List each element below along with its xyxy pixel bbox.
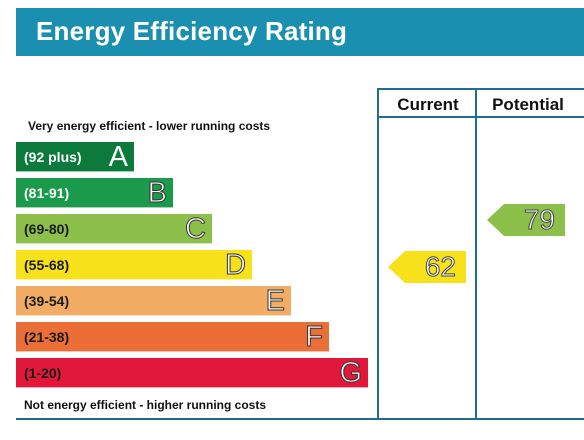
band-c: (69-80) C	[16, 213, 212, 246]
band-f: (21-38) F	[16, 321, 329, 354]
potential-column-header: Potential	[492, 95, 564, 114]
band-g-letter: G	[339, 357, 363, 390]
band-a-range: (92 plus)	[24, 149, 82, 165]
title-bar: Energy Efficiency Rating	[16, 8, 584, 56]
header-top-border	[378, 88, 584, 90]
page-title: Energy Efficiency Rating	[36, 16, 348, 46]
band-e-letter: E	[265, 285, 285, 318]
band-a-letter: A	[108, 141, 128, 173]
band-f-letter: F	[305, 321, 324, 354]
band-d-letter: D	[225, 249, 247, 282]
inefficient-note: Not energy efficient - higher running co…	[24, 398, 267, 412]
band-g-range: (1-20)	[24, 365, 62, 381]
potential-rating-arrow: 79	[487, 204, 565, 236]
current-rating-arrow: 62	[388, 251, 466, 283]
band-a: (92 plus) A	[16, 141, 134, 173]
band-c-range: (69-80)	[24, 221, 70, 237]
band-b: (81-91) B	[16, 177, 173, 210]
current-arrow-shape	[388, 251, 466, 283]
band-e: (39-54) E	[16, 285, 291, 318]
band-f-range: (21-38)	[24, 329, 70, 345]
current-column-header: Current	[397, 95, 459, 114]
band-d: (55-68) D	[16, 249, 252, 282]
band-c-letter: C	[185, 213, 207, 246]
band-b-range: (81-91)	[24, 185, 70, 201]
current-rating-value: 62	[424, 251, 456, 283]
band-b-letter: B	[147, 177, 167, 210]
current-column-left-border	[377, 88, 379, 420]
band-g: (1-20) G	[16, 357, 368, 390]
band-d-range: (55-68)	[24, 257, 70, 273]
band-e-range: (39-54)	[24, 293, 70, 309]
potential-arrow-shape	[487, 204, 565, 236]
chart-bottom-border	[16, 418, 584, 420]
header-bottom-border	[378, 116, 584, 118]
current-column-right-border	[475, 88, 477, 420]
potential-rating-value: 79	[523, 204, 555, 236]
efficient-note: Very energy efficient - lower running co…	[28, 119, 271, 133]
